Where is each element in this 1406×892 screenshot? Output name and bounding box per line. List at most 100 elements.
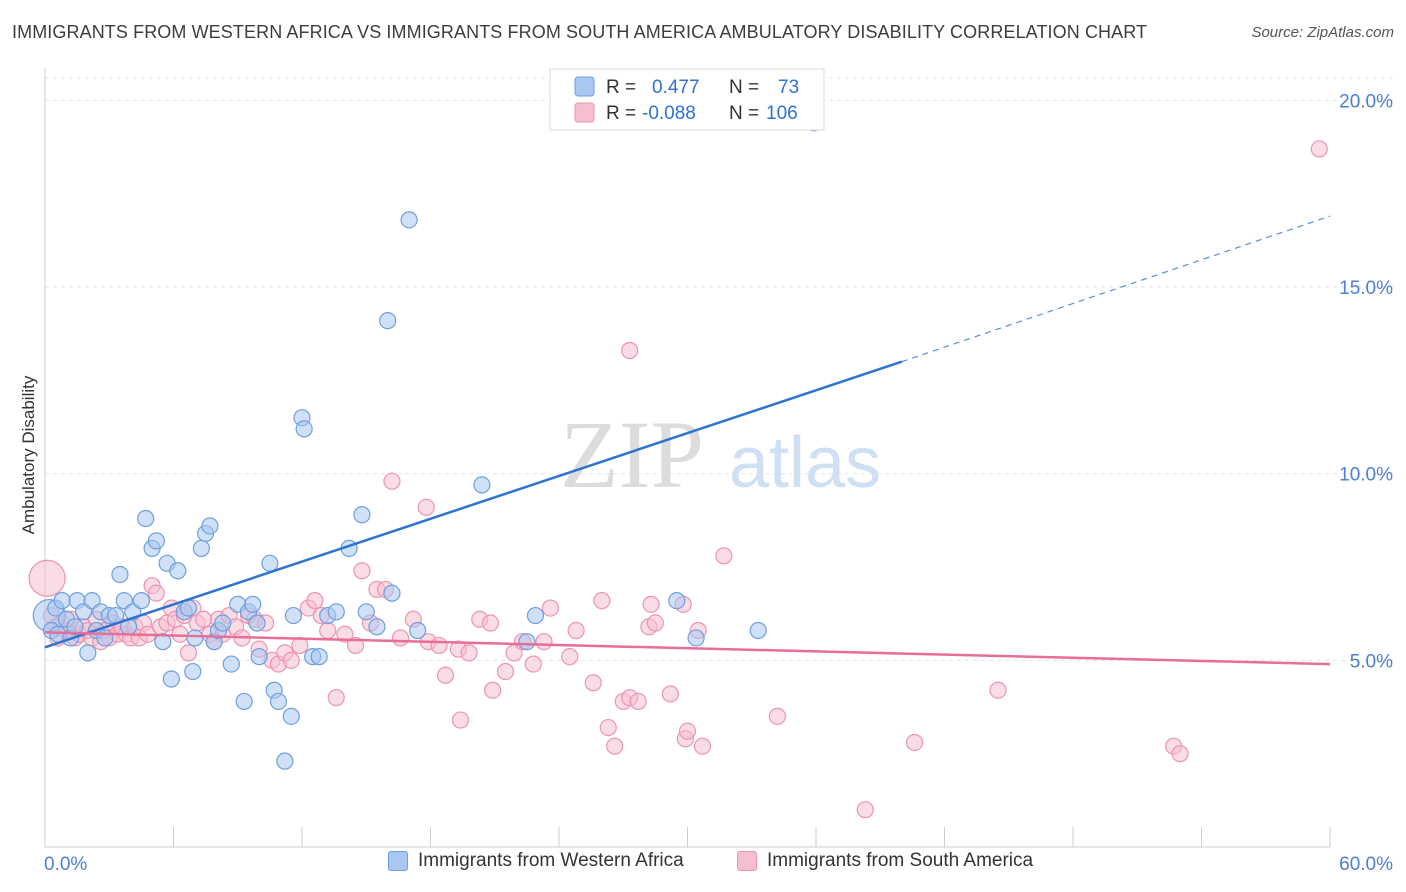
data-point-south-america: [319, 621, 337, 640]
data-point-south-america: [194, 610, 213, 628]
watermark-zip: ZIP: [560, 401, 704, 508]
legend-swatch-blue: [574, 76, 595, 97]
data-point-south-america: [621, 341, 639, 360]
legend-swatch-pink: [574, 102, 595, 123]
data-point-south-america: [436, 666, 455, 684]
data-point-western-africa: [222, 655, 240, 673]
data-point-western-africa: [235, 692, 253, 711]
data-point-south-america: [678, 722, 697, 740]
data-point-south-america: [768, 707, 787, 725]
data-point-south-america: [599, 718, 617, 737]
legend-n-label: N =: [729, 77, 759, 98]
data-point-western-africa: [357, 603, 375, 621]
data-point-western-africa: [749, 621, 767, 640]
data-point-western-africa: [687, 629, 705, 647]
chart-title: IMMIGRANTS FROM WESTERN AFRICA VS IMMIGR…: [12, 22, 1148, 42]
data-point-western-africa: [214, 614, 232, 632]
data-point-south-america: [171, 625, 189, 643]
data-point-south-america: [567, 621, 585, 640]
correlation-legend: R = 0.477 N = 73 R = -0.088 N = 106: [549, 68, 825, 131]
data-point-south-america: [147, 584, 165, 602]
data-point-south-america: [541, 599, 560, 617]
legend-r-label: R =: [606, 103, 636, 124]
data-point-south-america: [417, 498, 435, 516]
x-tick-labels: 0.0% 60.0%: [44, 854, 1393, 875]
data-point-western-africa: [96, 629, 114, 647]
data-point-south-america: [1310, 140, 1328, 158]
legend-label: Immigrants from South America: [767, 850, 1034, 871]
series-western-africa-points: [32, 114, 823, 770]
trend-line-western-africa: [44, 360, 903, 649]
gridlines: [45, 77, 1393, 661]
watermark: ZIP atlas: [560, 401, 881, 508]
legend-r-value: 0.477: [652, 77, 700, 98]
legend-item-south-america[interactable]: Immigrants from South America: [737, 850, 1033, 872]
axes: [44, 68, 1331, 848]
data-point-western-africa: [53, 592, 71, 610]
data-point-south-america: [327, 689, 345, 707]
data-point-south-america: [484, 681, 502, 699]
y-tick-label: 15.0%: [1339, 278, 1393, 299]
data-point-western-africa: [250, 648, 268, 666]
data-point-south-america: [451, 711, 470, 729]
trend-line-south-america: [44, 631, 1331, 666]
data-point-western-africa: [184, 662, 202, 681]
data-point-south-america: [306, 592, 324, 610]
x-tick-label: 60.0%: [1339, 854, 1393, 875]
legend-n-label: N =: [729, 103, 759, 124]
x-tick-label: 0.0%: [44, 854, 87, 875]
y-tick-label: 20.0%: [1339, 91, 1393, 112]
data-point-south-america: [481, 614, 500, 632]
data-point-western-africa: [310, 648, 328, 666]
data-point-western-africa: [379, 312, 397, 330]
data-point-south-america: [629, 692, 647, 711]
data-point-western-africa: [192, 539, 210, 557]
legend-swatch-pink: [737, 851, 757, 871]
data-point-south-america: [642, 595, 660, 613]
data-point-western-africa: [284, 606, 303, 625]
data-point-western-africa: [186, 629, 204, 647]
legend-n-value: 73: [778, 77, 799, 98]
y-tick-label: 10.0%: [1339, 465, 1393, 486]
series-legend: Immigrants from Western Africa Immigrant…: [0, 850, 1406, 880]
data-point-south-america: [383, 472, 401, 490]
data-point-south-america: [661, 685, 679, 703]
data-point-western-africa: [169, 562, 187, 580]
data-point-south-america: [179, 644, 198, 662]
data-point-south-america: [524, 655, 542, 673]
data-point-western-africa: [409, 621, 427, 640]
data-point-south-america: [28, 559, 66, 597]
data-point-south-america: [584, 674, 602, 692]
y-axis-label: Ambulatory Disability: [19, 375, 38, 534]
data-point-south-america: [715, 547, 733, 565]
data-point-western-africa: [111, 565, 129, 584]
data-point-western-africa: [327, 603, 345, 621]
legend-label: Immigrants from Western Africa: [418, 850, 684, 871]
data-point-western-africa: [261, 554, 279, 572]
data-point-western-africa: [244, 595, 262, 613]
data-point-western-africa: [473, 476, 491, 494]
data-point-south-america: [353, 562, 371, 580]
data-point-western-africa: [269, 692, 288, 711]
data-point-western-africa: [201, 517, 219, 535]
data-point-south-america: [460, 644, 478, 662]
data-point-western-africa: [518, 633, 536, 651]
data-point-south-america: [606, 737, 624, 755]
legend-r-label: R =: [606, 77, 636, 98]
data-point-south-america: [561, 648, 579, 666]
data-point-western-africa: [353, 506, 371, 524]
data-point-south-america: [593, 592, 611, 610]
data-point-south-america: [336, 625, 354, 643]
data-point-western-africa: [154, 633, 172, 651]
data-point-western-africa: [383, 584, 401, 602]
data-point-western-africa: [276, 752, 294, 770]
legend-item-western-africa[interactable]: Immigrants from Western Africa: [388, 850, 684, 872]
data-point-western-africa: [248, 614, 266, 632]
data-point-south-america: [693, 737, 712, 755]
data-point-western-africa: [400, 211, 418, 229]
data-point-western-africa: [147, 532, 165, 550]
data-point-western-africa: [282, 707, 300, 725]
data-point-south-america: [905, 733, 924, 752]
data-point-south-america: [989, 681, 1007, 699]
data-point-western-africa: [66, 618, 84, 636]
